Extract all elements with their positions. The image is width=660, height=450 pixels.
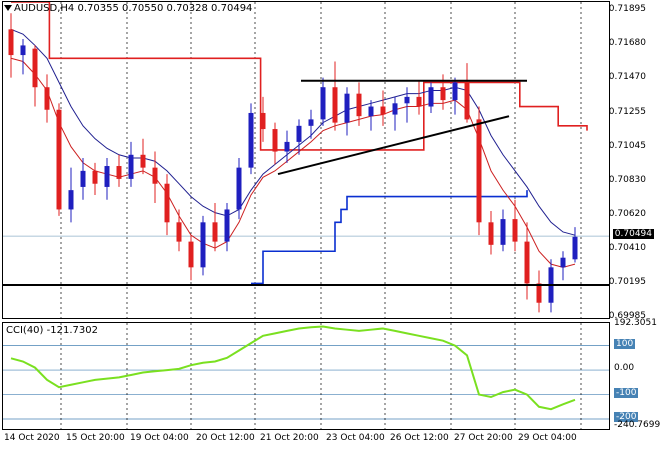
cci-panel[interactable]: [2, 322, 610, 430]
bearish-candle[interactable]: [380, 106, 386, 115]
bearish-candle[interactable]: [272, 129, 278, 152]
bearish-candle[interactable]: [32, 48, 38, 88]
bullish-candle[interactable]: [236, 167, 242, 210]
slow-moving-average-line: [10, 28, 576, 236]
bearish-candle[interactable]: [512, 219, 518, 242]
bullish-candle[interactable]: [452, 82, 458, 101]
bullish-candle[interactable]: [392, 103, 398, 115]
time-tick-label: 20 Oct 12:00: [196, 433, 255, 443]
cci-title: CCI(40) -121.7302: [6, 325, 98, 336]
bullish-candle[interactable]: [368, 106, 374, 117]
bullish-candle[interactable]: [404, 96, 410, 104]
price-tick-label: 0.70830: [608, 175, 646, 186]
resistance-step-line: [11, 1, 588, 151]
chart-menu-icon[interactable]: [4, 5, 12, 11]
ascending-trendline[interactable]: [277, 115, 510, 176]
bullish-candle[interactable]: [80, 170, 86, 187]
bearish-candle[interactable]: [524, 241, 530, 284]
bearish-candle[interactable]: [56, 109, 62, 210]
bullish-candle[interactable]: [320, 87, 326, 120]
bullish-candle[interactable]: [248, 112, 254, 168]
bullish-candle[interactable]: [296, 125, 302, 142]
cci-svg[interactable]: [3, 323, 609, 429]
bullish-candle[interactable]: [572, 236, 578, 260]
bearish-candle[interactable]: [476, 119, 482, 223]
bullish-candle[interactable]: [224, 209, 230, 242]
bullish-candle[interactable]: [20, 45, 26, 56]
bearish-candle[interactable]: [536, 283, 542, 303]
bullish-candle[interactable]: [560, 257, 566, 268]
bullish-candle[interactable]: [500, 219, 506, 245]
current-price-badge: 0.70494: [612, 229, 654, 240]
price-tick-label: 0.69985: [608, 311, 646, 321]
bearish-candle[interactable]: [164, 183, 170, 223]
cci-line[interactable]: [10, 325, 576, 411]
bullish-candle[interactable]: [428, 87, 434, 107]
bullish-candle[interactable]: [128, 154, 134, 179]
bearish-candle[interactable]: [92, 170, 98, 184]
price-tick-label: 0.71680: [608, 38, 646, 49]
bearish-candle[interactable]: [416, 96, 422, 107]
bearish-candle[interactable]: [260, 112, 266, 130]
bearish-candle[interactable]: [176, 222, 182, 242]
bearish-candle[interactable]: [44, 87, 50, 110]
time-tick-label: 15 Oct 20:00: [66, 433, 125, 443]
price-tick-label: 0.71255: [608, 106, 646, 117]
bullish-candle[interactable]: [344, 93, 350, 123]
time-tick-label: 29 Oct 04:00: [518, 433, 577, 443]
time-tick-label: 19 Oct 04:00: [130, 433, 189, 443]
time-tick-label: 14 Oct 2020: [4, 433, 60, 443]
time-tick-label: 27 Oct 20:00: [454, 433, 513, 443]
cci-max-label: 192.3051: [614, 317, 657, 328]
bearish-candle[interactable]: [188, 241, 194, 268]
cci-level-label: 0.00: [614, 363, 635, 374]
cci-level-label: -200: [614, 412, 639, 423]
bullish-candle[interactable]: [200, 222, 206, 268]
bearish-candle[interactable]: [8, 29, 14, 56]
bullish-candle[interactable]: [68, 190, 74, 210]
bearish-candle[interactable]: [332, 87, 338, 123]
price-chart-svg[interactable]: [3, 1, 609, 318]
bullish-candle[interactable]: [308, 119, 314, 126]
bearish-candle[interactable]: [440, 87, 446, 101]
time-tick-label: 26 Oct 12:00: [390, 433, 449, 443]
price-tick-label: 0.71470: [608, 72, 646, 83]
cci-level-label: -100: [614, 387, 639, 398]
cci-min-label: -240.7699: [614, 419, 660, 430]
symbol-info: AUDUSD,H4 0.70355 0.70550 0.70328 0.7049…: [14, 3, 253, 14]
price-tick-label: 0.70195: [608, 277, 646, 288]
bearish-candle[interactable]: [488, 222, 494, 245]
price-tick-label: 0.71045: [608, 140, 646, 151]
bullish-candle[interactable]: [284, 141, 290, 152]
price-tick-label: 0.70620: [608, 208, 646, 219]
bearish-candle[interactable]: [140, 154, 146, 168]
bearish-candle[interactable]: [116, 166, 122, 179]
cci-level-label: 100: [614, 338, 636, 349]
price-tick-label: 0.70410: [608, 242, 646, 253]
bullish-candle[interactable]: [104, 166, 110, 187]
bearish-candle[interactable]: [152, 167, 158, 184]
bearish-candle[interactable]: [356, 93, 362, 117]
time-tick-label: 23 Oct 04:00: [326, 433, 385, 443]
support-step-line: [251, 190, 528, 285]
price-chart-panel[interactable]: [2, 1, 610, 319]
bearish-candle[interactable]: [212, 222, 218, 242]
price-tick-label: 0.71895: [608, 3, 646, 14]
time-tick-label: 21 Oct 20:00: [260, 433, 319, 443]
bearish-candle[interactable]: [464, 82, 470, 120]
